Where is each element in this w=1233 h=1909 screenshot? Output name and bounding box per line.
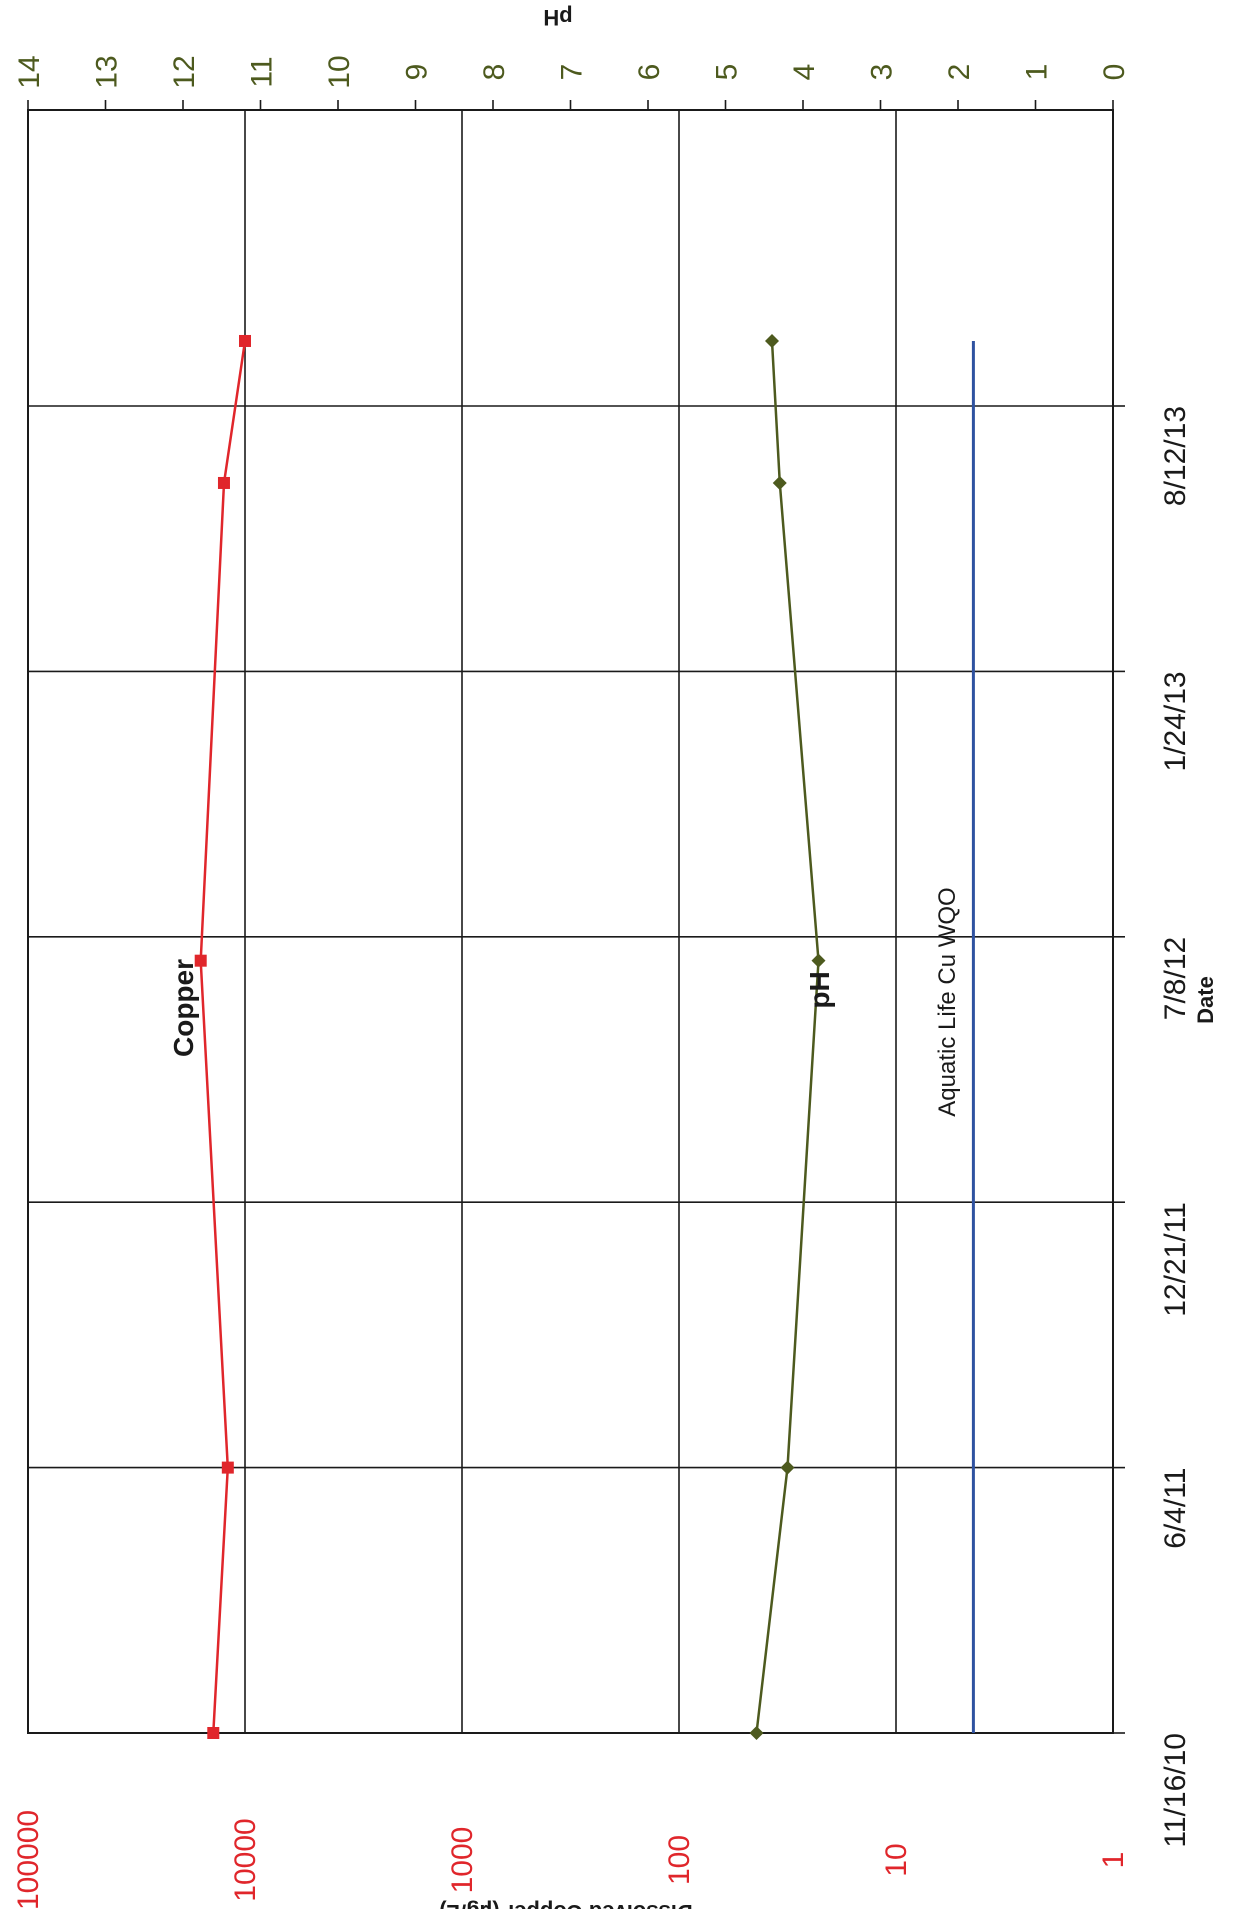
copper-point-1 — [221, 1461, 234, 1474]
tick-label-copper-10: 10 — [880, 1843, 913, 1876]
series-line-ph — [755, 340, 820, 1734]
ph-point-2 — [811, 953, 826, 968]
copper-series-label: Copper — [168, 959, 199, 1057]
tick-label-ph-8: 8 — [478, 64, 511, 81]
tick-label-ph-6: 6 — [633, 64, 666, 81]
tick-label-ph-9: 9 — [401, 64, 434, 81]
label-layer: 11010010001000010000011/16/106/4/1112/21… — [12, 55, 1192, 1909]
ph-point-3 — [772, 475, 787, 490]
tick-label-date-5: 8/12/13 — [1159, 406, 1192, 506]
ph-point-1 — [780, 1460, 795, 1475]
ph-point-0 — [749, 1726, 764, 1740]
tick-label-date-0: 11/16/10 — [1159, 1733, 1192, 1848]
tick-label-date-3: 7/8/12 — [1159, 937, 1192, 1020]
tick-label-ph-2: 2 — [943, 64, 976, 81]
copper-point-0 — [207, 1727, 220, 1739]
wqo-line-label: Aquatic Life Cu WQO — [934, 887, 961, 1116]
tick-label-date-2: 12/21/11 — [1159, 1202, 1192, 1317]
ph-series-label: pH — [804, 971, 835, 1008]
tick-label-date-4: 1/24/13 — [1159, 671, 1192, 771]
tick-label-copper-10000: 10000 — [229, 1818, 262, 1901]
copper-point-4 — [239, 334, 251, 347]
tick-label-copper-1000: 1000 — [446, 1827, 479, 1894]
series-layer — [194, 333, 975, 1740]
right-axis-title: pH — [543, 5, 572, 30]
tick-label-copper-100: 100 — [663, 1835, 696, 1885]
tick-label-ph-10: 10 — [323, 55, 356, 88]
tick-label-date-1: 6/4/11 — [1159, 1468, 1192, 1549]
ph-point-4 — [765, 333, 779, 348]
tick-label-ph-5: 5 — [711, 64, 744, 81]
copper-point-2 — [194, 954, 207, 967]
grid-layer — [27, 100, 1125, 1734]
tick-label-ph-12: 12 — [168, 55, 201, 88]
tick-label-ph-3: 3 — [866, 64, 899, 81]
tick-label-ph-11: 11 — [246, 56, 279, 87]
tick-label-ph-14: 14 — [13, 55, 46, 88]
tick-label-copper-1: 1 — [1097, 1852, 1130, 1869]
tick-label-ph-0: 0 — [1098, 64, 1131, 81]
x-axis-title: Date — [1193, 976, 1218, 1024]
series-line-copper — [199, 340, 247, 1734]
tick-label-copper-100000: 100000 — [12, 1810, 45, 1909]
tick-label-ph-7: 7 — [556, 64, 589, 81]
left-axis-title: Dissolved Copper (µg/L) — [439, 1900, 692, 1909]
tick-label-ph-1: 1 — [1021, 64, 1054, 81]
tick-label-ph-13: 13 — [91, 55, 124, 88]
tick-label-ph-4: 4 — [788, 64, 821, 81]
copper-point-3 — [217, 476, 230, 489]
